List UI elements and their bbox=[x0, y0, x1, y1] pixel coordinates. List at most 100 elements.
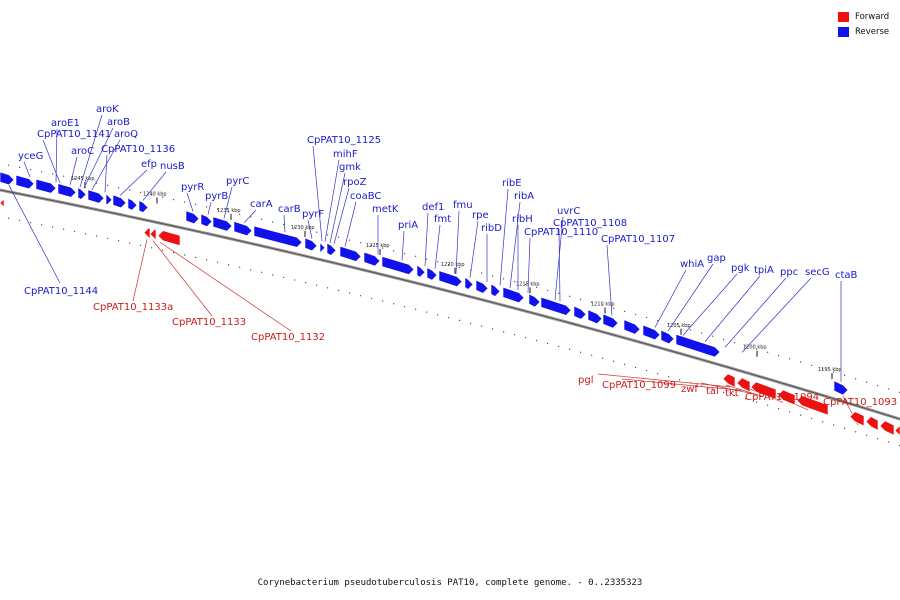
track-dot bbox=[41, 224, 43, 226]
leader-line bbox=[554, 216, 564, 301]
track-dot bbox=[107, 237, 109, 239]
gene-label-pria: priA bbox=[398, 220, 418, 231]
leader-line bbox=[434, 224, 441, 269]
gene-label-fmu: fmu bbox=[453, 200, 473, 211]
track-dot bbox=[74, 230, 76, 233]
leader-line bbox=[104, 154, 108, 193]
track-dot bbox=[778, 355, 780, 357]
track-dot bbox=[393, 303, 395, 305]
track-dot bbox=[657, 373, 659, 375]
track-dot bbox=[877, 438, 879, 440]
track-dot bbox=[283, 223, 285, 225]
leader-line bbox=[207, 201, 212, 215]
leader-line bbox=[69, 156, 78, 186]
track-dot bbox=[602, 304, 604, 306]
reverse-gene-arrow bbox=[339, 245, 362, 262]
track-dot bbox=[19, 166, 21, 168]
track-dot bbox=[107, 184, 109, 186]
track-dot bbox=[657, 320, 659, 322]
track-dot bbox=[151, 247, 153, 249]
tick-label: 1240 kbp bbox=[143, 191, 167, 197]
gene-arrow-layer bbox=[0, 171, 900, 438]
track-dot bbox=[316, 284, 318, 286]
gene-label-cppat10_1132: CpPAT10_1132 bbox=[251, 332, 325, 343]
reverse-gene-arrow bbox=[464, 276, 474, 290]
track-dot bbox=[52, 226, 54, 228]
forward-gene-arrow bbox=[750, 381, 777, 400]
track-dot bbox=[41, 171, 43, 173]
track-dot bbox=[52, 173, 54, 175]
reverse-gene-arrow bbox=[233, 221, 253, 237]
leader-line bbox=[243, 209, 257, 224]
track-dot bbox=[228, 211, 230, 213]
tick-label: 1195 kbp bbox=[818, 367, 842, 373]
track-dot bbox=[822, 368, 824, 370]
reverse-gene-arrow bbox=[253, 225, 303, 248]
gene-label-riba: ribA bbox=[514, 191, 534, 202]
track-dot bbox=[272, 274, 274, 276]
track-dot bbox=[833, 424, 835, 426]
track-dot bbox=[184, 201, 186, 203]
leader-line bbox=[186, 192, 194, 212]
gene-label-cara: carA bbox=[250, 199, 273, 210]
track-dot bbox=[261, 218, 263, 220]
track-dot bbox=[888, 388, 890, 390]
track-dot bbox=[415, 308, 417, 310]
track-dot bbox=[745, 345, 747, 347]
track-dot bbox=[129, 242, 131, 244]
leader-line bbox=[741, 277, 812, 353]
gene-label-nusb: nusB bbox=[160, 161, 185, 172]
gene-label-ribe: ribE bbox=[502, 178, 522, 189]
reverse-gene-arrow bbox=[475, 279, 489, 294]
track-dot bbox=[514, 334, 516, 336]
track-dot bbox=[877, 385, 879, 387]
track-dot bbox=[602, 357, 604, 359]
legend-item-reverse: Reverse bbox=[838, 24, 889, 39]
tick-label: 1210 kbp bbox=[591, 302, 615, 308]
track-dot bbox=[547, 289, 549, 291]
track-dot bbox=[470, 269, 472, 271]
track-dot bbox=[723, 391, 725, 393]
gene-label-cppat10_1125: CpPAT10_1125 bbox=[307, 135, 381, 146]
gene-label-cppat10_1136: CpPAT10_1136 bbox=[101, 144, 175, 155]
leader-line bbox=[558, 228, 561, 302]
leader-line-layer bbox=[7, 114, 859, 426]
track-dot bbox=[338, 289, 340, 291]
leader-line bbox=[682, 273, 738, 336]
forward-gene-arrow bbox=[849, 411, 865, 427]
reverse-gene-arrow bbox=[0, 171, 15, 186]
track-dot bbox=[525, 337, 527, 339]
leader-line bbox=[42, 139, 61, 184]
gene-label-aroc: aroC bbox=[71, 146, 94, 157]
track-dot bbox=[294, 226, 296, 228]
track-dot bbox=[305, 282, 307, 284]
track-dot bbox=[756, 401, 758, 403]
reverse-gene-arrow bbox=[833, 380, 849, 396]
reverse-gene-arrow bbox=[381, 256, 415, 275]
leader-line bbox=[700, 382, 756, 395]
track-dot bbox=[305, 229, 307, 231]
forward-gene-arrow bbox=[736, 377, 751, 393]
track-dot bbox=[173, 199, 175, 201]
track-dot bbox=[140, 244, 142, 246]
gene-label-cppat10_1108: CpPAT10_1108 bbox=[553, 218, 627, 229]
gene-label-pyrf: pyrF bbox=[302, 209, 324, 220]
leader-line bbox=[307, 219, 313, 239]
track-dot bbox=[888, 441, 890, 443]
leader-line bbox=[83, 127, 114, 189]
gene-label-cppat10_1093: CpPAT10_1093 bbox=[823, 397, 897, 408]
track-dot bbox=[514, 281, 516, 283]
track-dot bbox=[338, 236, 340, 238]
forward-gene-arrow bbox=[143, 227, 151, 240]
track-dot bbox=[734, 342, 736, 344]
track-dot bbox=[558, 292, 560, 294]
track-dot bbox=[668, 376, 670, 378]
track-dot bbox=[239, 266, 241, 268]
leader-line bbox=[621, 378, 743, 391]
track-dot bbox=[272, 221, 274, 223]
leader-line bbox=[724, 277, 787, 348]
track-dot bbox=[426, 258, 428, 260]
forward-gene-arrow bbox=[796, 395, 829, 416]
track-dot bbox=[591, 301, 593, 303]
leader-line bbox=[152, 240, 213, 317]
